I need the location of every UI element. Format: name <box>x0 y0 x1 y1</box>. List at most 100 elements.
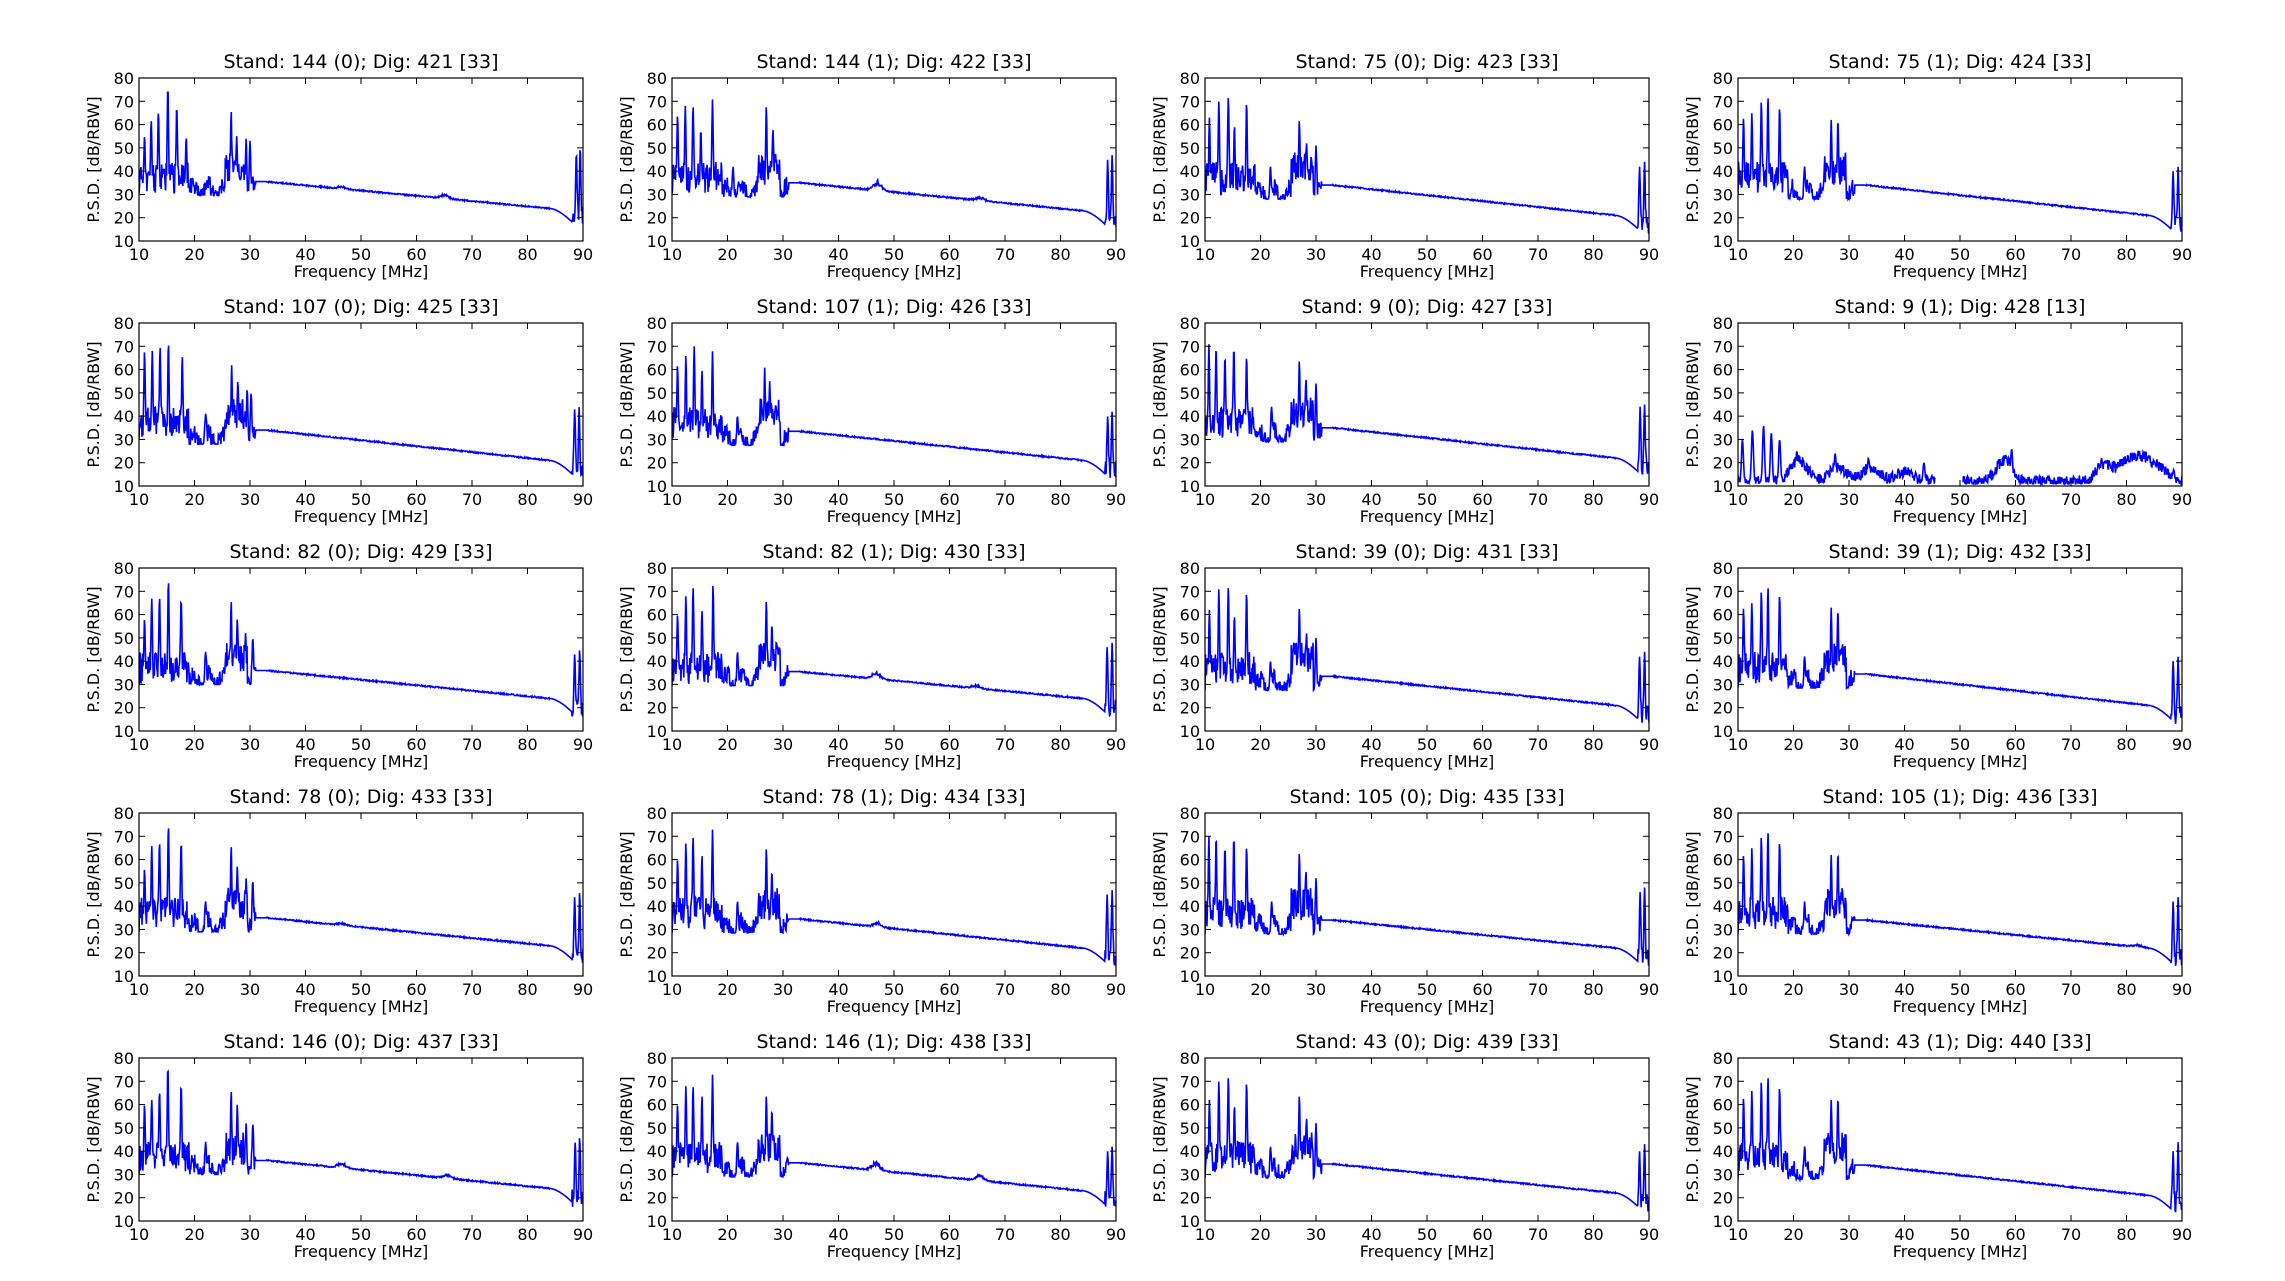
psd-panel: 10 20 30 40 50 60 70 80 90 10 20 30 40 50 60 70 80 Stand:… <box>617 296 1126 526</box>
x-tick-label: 80 <box>517 490 537 509</box>
x-tick-label: 70 <box>1528 490 1548 509</box>
x-tick-label: 60 <box>939 1225 959 1244</box>
x-tick-label: 10 <box>1728 1225 1748 1244</box>
y-tick-label: 20 <box>1180 1189 1200 1208</box>
x-tick-label: 50 <box>1417 735 1437 754</box>
x-axis-label: Frequency [MHz] <box>1893 1242 2027 1261</box>
x-tick-label: 90 <box>1106 735 1126 754</box>
y-tick-label: 50 <box>1180 1119 1200 1138</box>
y-tick-label: 10 <box>647 722 667 741</box>
x-tick-label: 30 <box>773 980 793 999</box>
panel-title: Stand: 105 (0); Dig: 435 [33] <box>1289 786 1564 808</box>
psd-series-line <box>139 91 583 224</box>
y-tick-label: 30 <box>1180 920 1200 939</box>
x-tick-label: 20 <box>184 245 204 264</box>
panel-title: Stand: 107 (0); Dig: 425 [33] <box>223 296 498 318</box>
x-tick-label: 80 <box>1050 490 1070 509</box>
axes-frame <box>1737 567 2183 732</box>
axes-frame <box>1737 77 2183 242</box>
y-tick-label: 50 <box>647 1119 667 1138</box>
x-tick-label: 60 <box>1472 735 1492 754</box>
y-tick-label: 60 <box>1180 606 1200 625</box>
x-tick-label: 90 <box>573 735 593 754</box>
x-tick-label: 10 <box>129 490 149 509</box>
x-tick-label: 50 <box>884 490 904 509</box>
y-tick-label: 70 <box>114 1072 134 1091</box>
y-tick-label: 60 <box>1713 1096 1733 1115</box>
x-tick-label: 40 <box>1894 735 1914 754</box>
psd-series-line <box>139 345 583 478</box>
panel-title: Stand: 78 (0); Dig: 433 [33] <box>230 786 493 808</box>
x-tick-label: 90 <box>573 980 593 999</box>
y-tick-label: 80 <box>647 559 667 578</box>
y-tick-label: 20 <box>647 454 667 473</box>
x-tick-label: 10 <box>662 980 682 999</box>
y-tick-label: 10 <box>1180 722 1200 741</box>
y-tick-label: 60 <box>114 851 134 870</box>
panel-title: Stand: 39 (1); Dig: 432 [33] <box>1829 541 2092 563</box>
axes-frame <box>1204 322 1650 487</box>
y-tick-label: 80 <box>1180 69 1200 88</box>
panel-title: Stand: 9 (0); Dig: 427 [33] <box>1302 296 1553 318</box>
x-tick-label: 60 <box>939 245 959 264</box>
y-tick-label: 40 <box>1180 897 1200 916</box>
y-tick-label: 10 <box>114 722 134 741</box>
x-axis-label: Frequency [MHz] <box>827 1242 961 1261</box>
x-tick-label: 80 <box>2116 980 2136 999</box>
x-tick-label: 10 <box>1728 735 1748 754</box>
y-tick-label: 80 <box>1180 804 1200 823</box>
y-tick-label: 60 <box>647 1096 667 1115</box>
y-tick-label: 40 <box>114 1142 134 1161</box>
y-tick-label: 60 <box>1713 361 1733 380</box>
y-tick-label: 50 <box>647 629 667 648</box>
x-tick-label: 10 <box>662 245 682 264</box>
y-tick-label: 50 <box>1713 1119 1733 1138</box>
y-tick-label: 10 <box>1180 967 1200 986</box>
x-tick-label: 60 <box>2005 490 2025 509</box>
axes-frame <box>1737 812 2183 977</box>
y-tick-label: 30 <box>647 430 667 449</box>
y-tick-label: 30 <box>114 675 134 694</box>
axes-frame <box>1204 567 1650 732</box>
y-tick-label: 50 <box>1713 139 1733 158</box>
x-tick-label: 70 <box>462 245 482 264</box>
panel-title: Stand: 43 (0); Dig: 439 [33] <box>1296 1031 1559 1053</box>
x-axis-label: Frequency [MHz] <box>294 997 428 1016</box>
y-tick-label: 30 <box>114 920 134 939</box>
panel-title: Stand: 107 (1); Dig: 426 [33] <box>756 296 1031 318</box>
x-tick-label: 30 <box>240 490 260 509</box>
x-axis-label: Frequency [MHz] <box>1360 997 1494 1016</box>
y-tick-label: 40 <box>1713 897 1733 916</box>
y-tick-label: 10 <box>114 232 134 251</box>
y-tick-label: 70 <box>647 827 667 846</box>
y-tick-label: 80 <box>647 804 667 823</box>
psd-series-line <box>1738 425 2182 486</box>
x-tick-label: 40 <box>1361 735 1381 754</box>
axes-frame <box>1204 1057 1650 1222</box>
x-tick-label: 70 <box>1528 980 1548 999</box>
y-tick-label: 20 <box>647 209 667 228</box>
x-tick-label: 30 <box>1306 490 1326 509</box>
x-tick-label: 20 <box>1250 980 1270 999</box>
y-tick-label: 20 <box>1713 1189 1733 1208</box>
x-tick-label: 40 <box>1361 245 1381 264</box>
x-tick-label: 40 <box>295 980 315 999</box>
y-tick-label: 60 <box>1180 1096 1200 1115</box>
x-tick-label: 40 <box>295 490 315 509</box>
y-tick-label: 60 <box>114 361 134 380</box>
y-tick-label: 20 <box>1180 454 1200 473</box>
x-tick-label: 20 <box>717 245 737 264</box>
x-tick-label: 50 <box>1950 980 1970 999</box>
x-tick-label: 90 <box>1106 490 1126 509</box>
y-tick-label: 50 <box>1713 874 1733 893</box>
x-tick-label: 70 <box>2061 735 2081 754</box>
y-tick-label: 20 <box>114 699 134 718</box>
y-tick-label: 70 <box>114 827 134 846</box>
x-axis-label: Frequency [MHz] <box>1360 262 1494 281</box>
y-tick-label: 80 <box>647 314 667 333</box>
y-tick-label: 50 <box>1713 629 1733 648</box>
x-tick-label: 60 <box>939 735 959 754</box>
psd-panel: 10 20 30 40 50 60 70 80 90 10 20 30 40 50 60 70 80 Stand:… <box>617 541 1126 771</box>
y-tick-label: 30 <box>1713 185 1733 204</box>
panel-title: Stand: 43 (1); Dig: 440 [33] <box>1829 1031 2092 1053</box>
